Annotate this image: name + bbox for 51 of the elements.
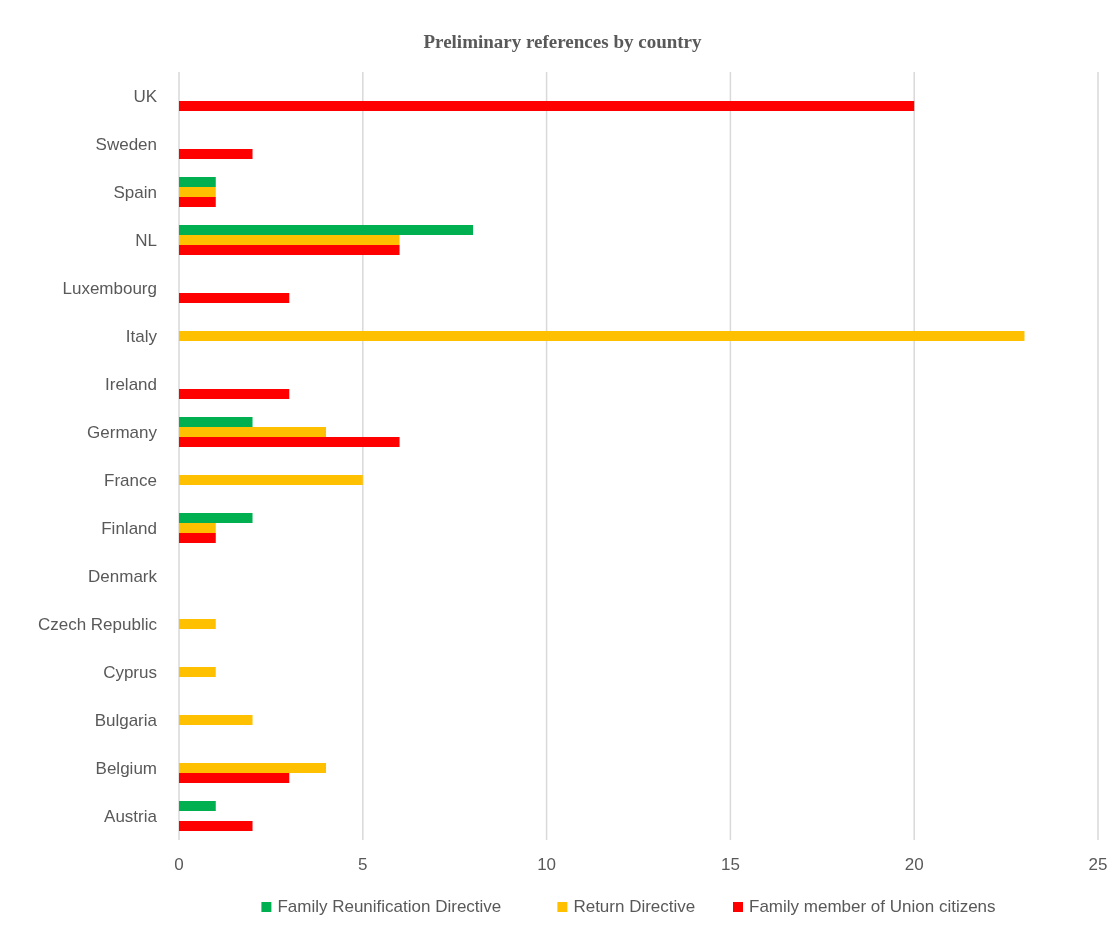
bar bbox=[179, 715, 253, 725]
bar bbox=[179, 177, 216, 187]
y-tick-label: NL bbox=[135, 230, 157, 250]
bar bbox=[179, 245, 400, 255]
bar bbox=[179, 801, 216, 811]
bar bbox=[179, 417, 253, 427]
chart-title: Preliminary references by country bbox=[423, 31, 703, 52]
y-tick-label: Belgium bbox=[95, 758, 157, 778]
y-tick-label: Sweden bbox=[95, 134, 157, 154]
y-tick-label: France bbox=[104, 470, 157, 490]
y-tick-label: Austria bbox=[104, 806, 158, 826]
y-tick-label: Czech Republic bbox=[37, 614, 158, 634]
x-tick-label: 20 bbox=[904, 855, 924, 874]
bar bbox=[179, 437, 400, 447]
y-tick-label: Spain bbox=[113, 182, 157, 202]
bar bbox=[179, 533, 216, 543]
bar bbox=[179, 225, 474, 235]
bar bbox=[179, 773, 290, 783]
bar bbox=[179, 235, 400, 245]
bar bbox=[179, 513, 253, 523]
y-tick-label: Cyprus bbox=[103, 662, 157, 682]
y-tick-label: Ireland bbox=[105, 374, 157, 394]
legend-label: Family member of Union citizens bbox=[749, 897, 996, 916]
bar bbox=[179, 293, 290, 303]
bar bbox=[179, 197, 216, 207]
bar bbox=[179, 427, 327, 437]
y-tick-label: Denmark bbox=[88, 566, 158, 586]
bar bbox=[179, 667, 216, 677]
y-tick-label: Germany bbox=[87, 422, 158, 442]
bar bbox=[179, 331, 1025, 341]
x-tick-label: 10 bbox=[537, 855, 557, 874]
bar bbox=[179, 763, 327, 773]
bar bbox=[179, 821, 253, 831]
bar bbox=[179, 475, 363, 485]
legend-label: Return Directive bbox=[573, 897, 696, 916]
y-tick-label: Bulgaria bbox=[94, 710, 158, 730]
bar bbox=[179, 619, 216, 629]
y-tick-label: Italy bbox=[125, 326, 158, 346]
bar bbox=[179, 523, 216, 533]
legend-label: Family Reunification Directive bbox=[277, 897, 502, 916]
x-tick-label: 15 bbox=[720, 855, 740, 874]
x-tick-label: 0 bbox=[174, 855, 184, 874]
bar bbox=[179, 389, 290, 399]
y-tick-label: Luxembourg bbox=[62, 278, 157, 298]
x-tick-label: 5 bbox=[358, 855, 368, 874]
bar bbox=[179, 149, 253, 159]
y-tick-label: Finland bbox=[101, 518, 157, 538]
bar bbox=[179, 187, 216, 197]
x-tick-label: 25 bbox=[1088, 855, 1108, 874]
y-tick-label: UK bbox=[133, 86, 158, 106]
bar bbox=[179, 101, 915, 111]
